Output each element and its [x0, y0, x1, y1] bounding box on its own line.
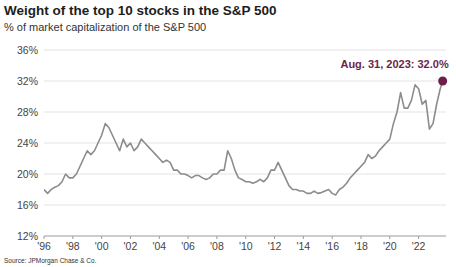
y-tick-label: 24% [17, 137, 38, 149]
y-tick-label: 16% [17, 199, 38, 211]
series-line [44, 81, 443, 195]
x-tick-label: '18 [354, 240, 368, 252]
grid-line [44, 50, 446, 51]
x-tick [360, 236, 361, 239]
x-tick [303, 236, 304, 239]
subtitle: % of market capitalization of the S&P 50… [4, 21, 206, 33]
x-tick-label: '00 [95, 240, 109, 252]
x-tick-label: '02 [124, 240, 138, 252]
y-tick-label: 12% [17, 230, 38, 242]
x-tick [216, 236, 217, 239]
x-tick [332, 236, 333, 239]
plot-area [44, 77, 447, 195]
x-tick [44, 236, 45, 239]
x-tick-label: '14 [297, 240, 311, 252]
x-tick [130, 236, 131, 239]
x-tick [188, 236, 189, 239]
x-tick [418, 236, 419, 239]
y-tick-label: 32% [17, 75, 38, 87]
x-tick [159, 236, 160, 239]
x-tick-label: '04 [152, 240, 166, 252]
source: Source: JPMorgan Chase & Co. [4, 257, 97, 265]
x-tick-label: '22 [412, 240, 426, 252]
title: Weight of the top 10 stocks in the S&P 5… [4, 3, 277, 18]
x-tick-label: '12 [268, 240, 282, 252]
x-tick [389, 236, 390, 239]
x-tick-label: '08 [210, 240, 224, 252]
x-tick-label: '20 [383, 240, 397, 252]
x-tick-label: '98 [66, 240, 80, 252]
y-tick-label: 28% [17, 106, 38, 118]
annotation: Aug. 31, 2023: 32.0% [340, 58, 448, 70]
x-tick-label: '10 [239, 240, 253, 252]
grid-line [44, 205, 446, 206]
x-tick [245, 236, 246, 239]
x-tick-label: '16 [325, 240, 339, 252]
y-tick-label: 36% [17, 44, 38, 56]
x-tick [101, 236, 102, 239]
y-tick-label: 20% [17, 168, 38, 180]
x-tick [72, 236, 73, 239]
x-tick-label: '06 [181, 240, 195, 252]
x-tick [274, 236, 275, 239]
grid-line [44, 236, 446, 237]
highlight-dot [438, 77, 447, 86]
chart: Weight of the top 10 stocks in the S&P 5… [0, 0, 456, 267]
grid-line [44, 81, 446, 82]
grid-line [44, 112, 446, 113]
grid-line [44, 174, 446, 175]
x-tick-label: '96 [37, 240, 51, 252]
